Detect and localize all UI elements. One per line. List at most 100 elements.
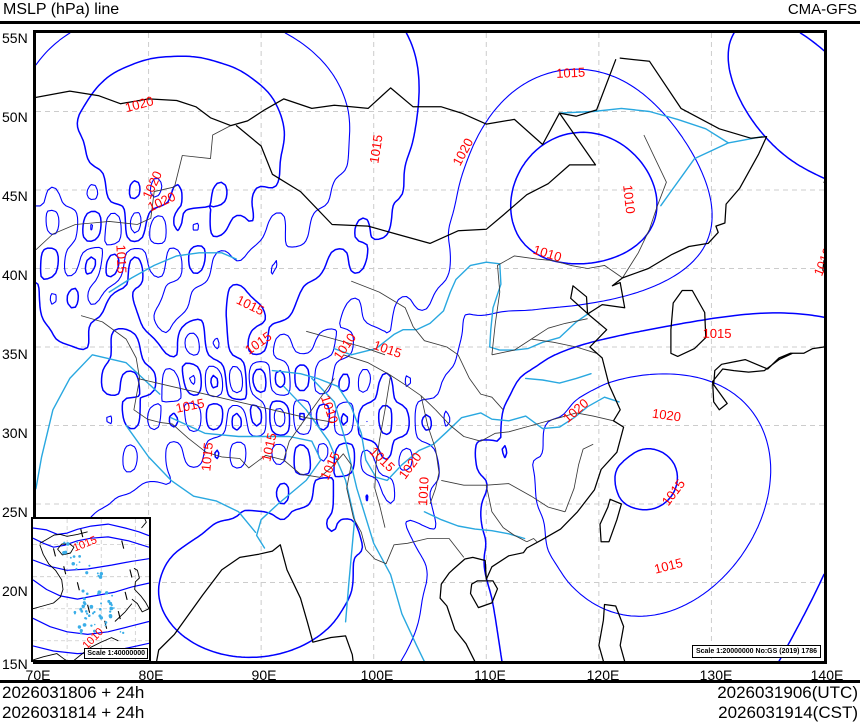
island-dot — [84, 610, 88, 613]
dash-line-2 — [76, 582, 80, 591]
chart-footer: 2026031806 + 24h 2026031814 + 24h 202603… — [0, 680, 860, 727]
inset-islands-layer — [52, 528, 133, 635]
border-20 — [283, 378, 335, 461]
inset-isobar-5 — [33, 558, 149, 571]
x-tick-110e: 110E — [474, 667, 506, 683]
island-dot — [113, 607, 115, 609]
isobar-1017.5 — [149, 215, 167, 245]
island-dot — [65, 542, 70, 546]
island-dot — [73, 610, 77, 614]
inset-coastline-4 — [39, 531, 88, 544]
x-tick-130e: 130E — [699, 667, 733, 683]
inset-coastline-0 — [33, 544, 64, 610]
isobar-1017.5 — [189, 374, 196, 385]
border-1 — [36, 125, 231, 251]
isobar-1017.5 — [532, 373, 772, 617]
dash-line-8 — [121, 540, 125, 549]
x-tick-100e: 100E — [360, 667, 394, 683]
dash-line-1 — [63, 566, 67, 575]
header-divider — [0, 21, 860, 24]
island-dot — [75, 567, 78, 571]
map-canvas: 1020 1015 1015 1020 1020 1020 1010 1010 1010 1015… — [36, 33, 824, 661]
isobar-1010 — [294, 364, 310, 392]
isobar-1020 — [105, 253, 120, 278]
island-dot — [104, 624, 107, 627]
isobar-1015 — [39, 247, 60, 280]
isobar-1012.5 — [204, 365, 224, 398]
island-dot — [79, 631, 83, 635]
isobar-1015 — [205, 403, 224, 431]
island-dot — [88, 564, 91, 567]
y-tick-25n: 25N — [2, 504, 28, 520]
island-dot — [99, 572, 104, 576]
coastline-2 — [599, 498, 623, 543]
x-tick-90e: 90E — [251, 667, 277, 683]
isobar-1012.5 — [360, 449, 396, 504]
isobar-1012.5 — [147, 403, 162, 431]
island-dot — [87, 614, 91, 617]
isobar-1015 — [274, 369, 286, 389]
island-dot — [111, 594, 114, 597]
river-5 — [125, 424, 257, 533]
isobar-1012.5 — [106, 415, 113, 425]
isobar-1022.5 — [149, 177, 163, 198]
island-dot — [119, 631, 122, 633]
river-10 — [525, 373, 592, 384]
contour-label: 1015 — [366, 134, 385, 165]
isobar-1012.5 — [183, 402, 202, 433]
y-tick-55n: 55N — [2, 30, 28, 46]
island-dot — [109, 606, 114, 611]
border-10 — [531, 338, 597, 354]
contour-label: 1015 — [242, 329, 274, 358]
contour-label-layer: 1020 1015 1015 1020 1020 1020 1010 1010 1010 1015… — [113, 65, 824, 577]
contour-label: 1015 — [653, 555, 685, 577]
x-tick-120e: 120E — [586, 667, 620, 683]
inset-coastline-1 — [33, 637, 119, 660]
isobar-1010 — [509, 131, 658, 265]
island-dot — [94, 623, 96, 626]
dash-line-7 — [129, 569, 133, 578]
river-layer — [36, 107, 763, 661]
dash-line-9 — [80, 528, 84, 538]
island-dot — [76, 541, 79, 544]
contour-label: 1015 — [198, 442, 216, 472]
border-7 — [441, 479, 566, 513]
island-dot — [99, 616, 104, 620]
inset-coastline-2 — [131, 567, 149, 613]
isobar-1015 — [501, 444, 508, 459]
isobar-1012.5 — [292, 399, 312, 435]
isobar-1012.5 — [229, 441, 247, 469]
border-11 — [491, 318, 588, 356]
isobar-1010 — [293, 444, 312, 476]
coastline-0 — [439, 57, 768, 661]
contour-label: 1015 — [371, 337, 403, 361]
border-3 — [343, 354, 436, 411]
dash-line-0 — [52, 548, 57, 557]
island-dot — [85, 592, 89, 596]
contour-label: 1020 — [651, 406, 682, 425]
border-19 — [526, 538, 538, 543]
island-dot — [78, 561, 81, 563]
model-label: CMA-GFS — [787, 1, 857, 18]
border-12 — [491, 255, 554, 355]
isobar-1022.5 — [129, 212, 142, 234]
x-tick-140e: 140E — [810, 667, 844, 683]
isobar-1007.5 — [273, 407, 286, 428]
river-1 — [271, 369, 620, 482]
valid-time-utc: 2026031906(UTC) — [717, 683, 858, 702]
y-tick-50n: 50N — [2, 109, 28, 125]
island-dot — [122, 631, 125, 634]
valid-time-cst: 2026031914(CST) — [718, 703, 858, 722]
isobar-1017.5 — [104, 212, 122, 246]
isobar-1020 — [209, 181, 228, 208]
border-16 — [374, 375, 392, 528]
south-china-sea-inset[interactable]: 1015 1010 Scale 1:40000000 — [31, 517, 151, 662]
island-dot — [97, 590, 102, 595]
map-panel[interactable]: 1020 1015 1015 1020 1020 1020 1010 1010 1010 1015… — [33, 30, 827, 664]
island-dot — [104, 591, 109, 595]
river-2 — [423, 511, 526, 540]
inset-contour-label: 1015 — [72, 534, 99, 554]
river-3 — [311, 377, 425, 661]
